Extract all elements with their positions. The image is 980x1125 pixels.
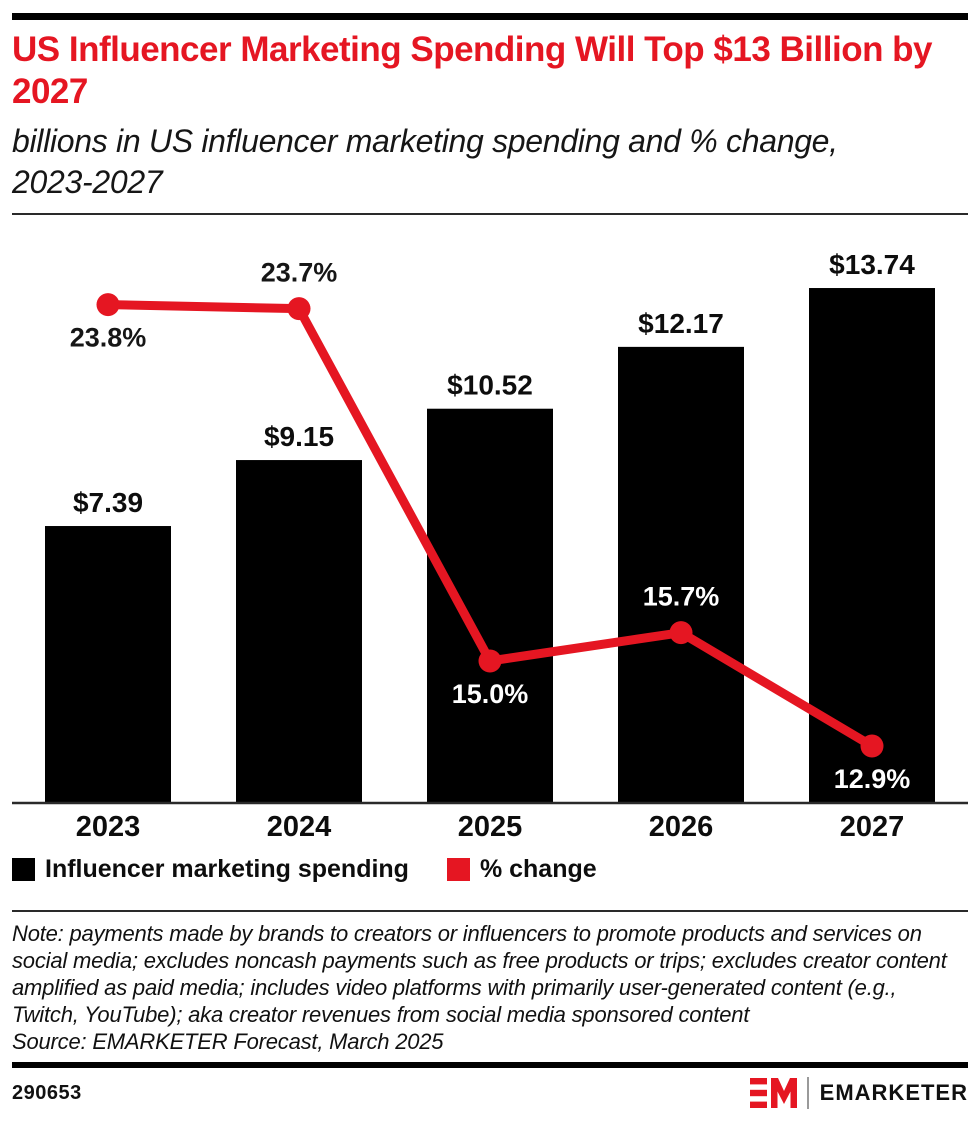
x-axis-label-2026: 2026 — [649, 811, 714, 843]
bar-2023 — [45, 525, 171, 803]
x-axis-label-2023: 2023 — [76, 811, 141, 843]
bar-value-label-2027: $13.74 — [829, 249, 915, 280]
source-text: Source: EMARKETER Forecast, March 2025 — [12, 1029, 444, 1055]
bar-value-label-2025: $10.52 — [447, 370, 533, 401]
footer-rule — [12, 1062, 968, 1069]
note-text: Note: payments made by brands to creator… — [12, 920, 947, 1028]
bar-value-label-2026: $12.17 — [638, 308, 724, 339]
brand-divider — [806, 1077, 809, 1110]
x-axis-label-2025: 2025 — [458, 811, 523, 843]
brand-logo: EMARKETER — [749, 1077, 968, 1110]
legend-label-spending: Influencer marketing spending — [45, 854, 409, 883]
footer: 290653 EMARKETER — [12, 1077, 968, 1110]
brand-name: EMARKETER — [819, 1080, 968, 1106]
note-block: Note: payments made by brands to creator… — [12, 920, 968, 1055]
combo-chart: 2023 2024 2025 2026 2027 $7.39 $9.15 $10.52 $12.… — [12, 249, 968, 843]
chart-title: US Influencer Marketing Spending Will To… — [12, 30, 933, 112]
top-rule — [12, 13, 968, 20]
bar-2025 — [427, 408, 553, 803]
emarketer-em-icon — [749, 1078, 797, 1109]
pct-marker-2025 — [478, 649, 502, 673]
bar-value-label-2024: $9.15 — [264, 421, 334, 452]
pct-marker-2024 — [287, 297, 311, 321]
legend-item-pct-change: % change — [446, 854, 597, 884]
x-axis-label-2027: 2027 — [840, 811, 905, 843]
bar-value-label-2023: $7.39 — [73, 487, 143, 518]
bar-2024 — [236, 459, 362, 803]
pct-marker-2023 — [96, 292, 120, 316]
header-divider — [12, 212, 968, 215]
x-axis-label-2024: 2024 — [267, 811, 332, 843]
pct-label-2023: 23.8% — [70, 322, 147, 352]
legend-swatch-spending — [12, 857, 35, 881]
legend-swatch-pct-change — [446, 857, 470, 881]
note-divider — [12, 909, 968, 912]
infographic-page: US Influencer Marketing Spending Will To… — [0, 13, 980, 215]
chart-legend: Influencer marketing spending % change — [12, 855, 968, 884]
chart-subtitle: billions in US influencer marketing spen… — [12, 122, 838, 201]
legend-item-spending: Influencer marketing spending — [12, 855, 409, 884]
legend-label-pct-change: % change — [479, 854, 597, 883]
pct-marker-2027 — [860, 734, 884, 758]
pct-label-2026: 15.7% — [643, 582, 720, 612]
chart-id: 290653 — [12, 1081, 82, 1104]
bar-2026 — [618, 346, 744, 803]
bar-2027 — [809, 287, 935, 803]
pct-label-2025: 15.0% — [452, 679, 529, 709]
pct-label-2024: 23.7% — [261, 258, 338, 288]
pct-marker-2026 — [669, 621, 693, 645]
pct-label-2027: 12.9% — [834, 764, 911, 794]
